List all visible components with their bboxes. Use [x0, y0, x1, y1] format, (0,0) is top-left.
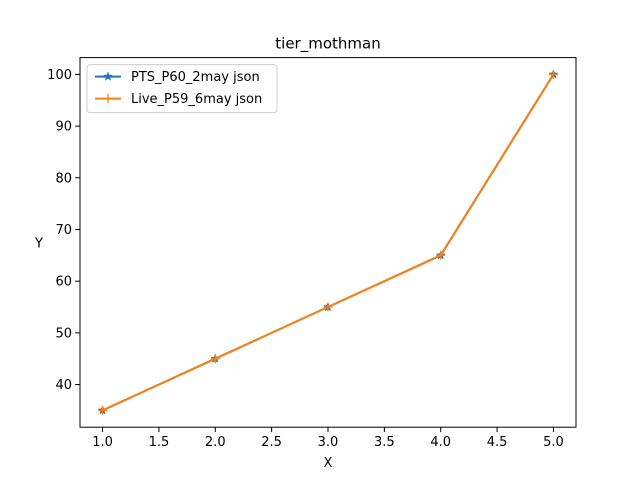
legend-label: PTS_P60_2may json — [131, 70, 260, 85]
y-tick-label: 60 — [55, 275, 72, 290]
x-tick-label: 3.5 — [374, 435, 395, 450]
legend-marker — [103, 71, 113, 81]
legend-item: Live_P59_6may json — [95, 92, 262, 107]
x-tick-label: 5.0 — [543, 435, 564, 450]
y-tick-label: 100 — [47, 68, 72, 83]
y-tick-label: 80 — [55, 171, 72, 186]
legend-label: Live_P59_6may json — [131, 92, 262, 107]
y-axis-label: Y — [34, 236, 43, 251]
data-point — [548, 69, 558, 79]
data-point — [98, 405, 108, 415]
chart-title: tier_mothman — [275, 35, 380, 54]
y-tick-label: 40 — [55, 378, 72, 393]
x-tick-label: 1.5 — [149, 435, 170, 450]
legend-marker — [103, 94, 113, 104]
x-axis-label: X — [324, 456, 333, 471]
x-tick-label: 2.0 — [205, 435, 226, 450]
x-axis-ticks: 1.0 1.5 2.0 2.5 3.0 3.5 4.0 4.5 5.0 — [92, 427, 564, 450]
y-axis-ticks: 40 50 60 70 80 90 100 — [47, 68, 80, 393]
x-tick-label: 2.5 — [261, 435, 282, 450]
legend-item: PTS_P60_2may json — [95, 70, 260, 85]
y-tick-label: 50 — [55, 326, 72, 341]
legend: PTS_P60_2may json Live_P59_6may json — [86, 64, 278, 114]
y-tick-label: 70 — [55, 223, 72, 238]
y-tick-label: 90 — [55, 120, 72, 135]
data-point — [323, 302, 333, 312]
x-tick-label: 1.0 — [92, 435, 113, 450]
x-tick-label: 4.5 — [487, 435, 508, 450]
series-2 — [98, 69, 558, 415]
legend-box — [86, 64, 278, 114]
x-tick-label: 3.0 — [318, 435, 339, 450]
data-point — [210, 354, 220, 364]
series-layer — [97, 69, 559, 415]
x-tick-label: 4.0 — [430, 435, 451, 450]
data-point — [436, 250, 446, 260]
